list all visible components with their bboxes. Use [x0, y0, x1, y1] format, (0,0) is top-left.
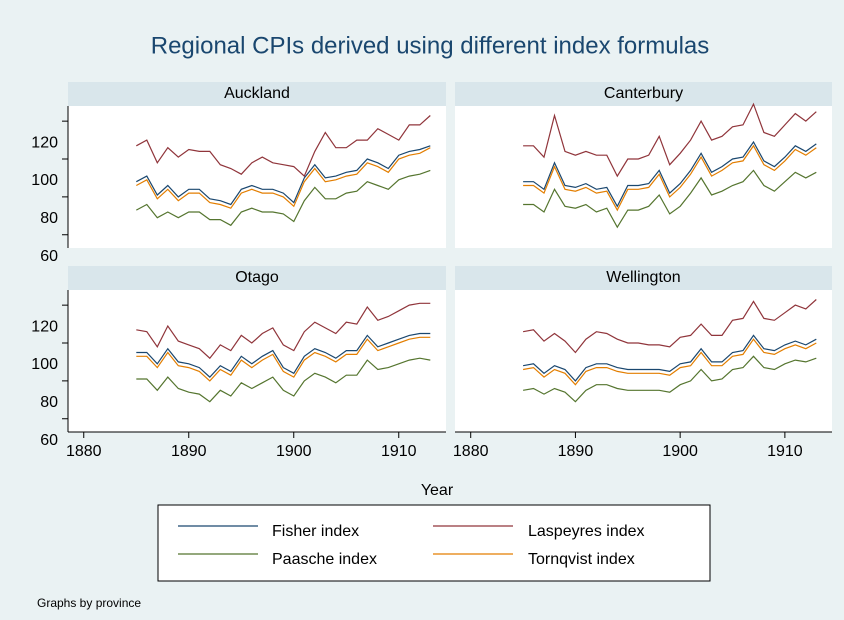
series-line — [522, 299, 817, 354]
series-line — [136, 145, 431, 206]
legend-label: Paasche index — [272, 551, 377, 568]
x-tick-label: 1910 — [381, 443, 417, 460]
series-line — [136, 169, 431, 227]
legend-label: Fisher index — [272, 523, 359, 540]
series-line — [523, 169, 817, 229]
panel-title: Canterbury — [604, 85, 683, 102]
note: Graphs by province — [37, 596, 141, 610]
panel-title: Wellington — [606, 269, 680, 286]
legend-label: Tornqvist index — [528, 551, 635, 568]
series-line — [523, 140, 817, 208]
strip — [455, 82, 832, 106]
series-line — [522, 334, 817, 382]
series-line — [136, 332, 431, 378]
panel-title: Auckland — [224, 85, 290, 102]
series-line — [136, 302, 431, 360]
y-tick-label: 80 — [40, 394, 58, 411]
y-tick-label: 60 — [40, 432, 58, 449]
strip — [455, 266, 832, 290]
strip — [68, 266, 446, 290]
series-line — [522, 355, 817, 403]
plot-area — [68, 290, 446, 432]
x-tick-label: 1880 — [66, 443, 102, 460]
x-tick-label: 1890 — [558, 443, 594, 460]
y-tick-label: 100 — [31, 356, 58, 373]
x-axis-label: Year — [421, 482, 454, 499]
strip — [68, 82, 446, 106]
series-line — [136, 115, 431, 178]
y-tick-label: 60 — [40, 248, 58, 265]
series-line — [523, 102, 817, 178]
plot-area — [455, 290, 832, 432]
x-tick-label: 1900 — [276, 443, 312, 460]
series-line — [136, 357, 431, 403]
y-tick-label: 100 — [31, 172, 58, 189]
series-line — [136, 336, 431, 382]
series-line — [523, 144, 817, 212]
panel-title: Otago — [235, 269, 279, 286]
legend-label: Laspeyres index — [528, 523, 645, 540]
x-tick-label: 1880 — [453, 443, 489, 460]
x-tick-label: 1900 — [662, 443, 698, 460]
y-tick-label: 80 — [40, 210, 58, 227]
plot-area — [68, 106, 446, 248]
y-tick-label: 120 — [31, 318, 58, 335]
plot-area — [455, 106, 832, 248]
series-line — [136, 147, 431, 209]
chart-title: Regional CPIs derived using different in… — [151, 32, 710, 59]
y-tick-label: 120 — [31, 134, 58, 151]
series-line — [522, 338, 817, 386]
x-tick-label: 1910 — [767, 443, 803, 460]
legend-box — [157, 504, 711, 582]
x-tick-label: 1890 — [171, 443, 207, 460]
